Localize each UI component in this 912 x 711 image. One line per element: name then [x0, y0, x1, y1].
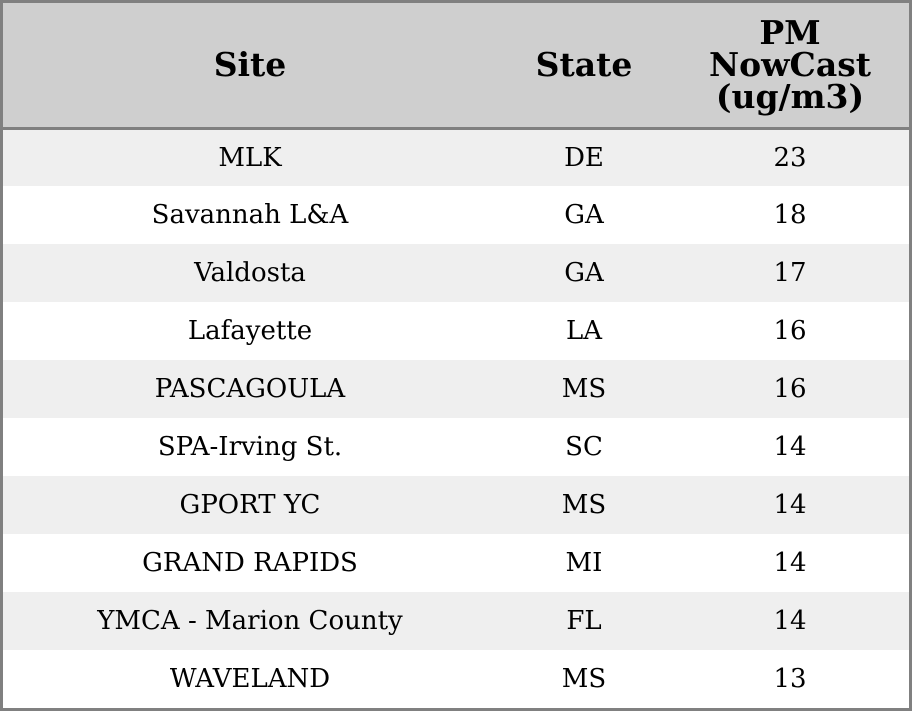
cell-site: SPA-Irving St. — [157, 432, 343, 462]
table-row: PASCAGOULA MS 16 — [3, 360, 909, 418]
cell-state: DE — [564, 142, 604, 173]
column-header-site: Site — [3, 3, 497, 130]
cell-site: YMCA - Marion County — [97, 606, 403, 636]
cell-state: LA — [565, 316, 603, 346]
column-header-state: State — [497, 3, 671, 130]
table-row: SPA-Irving St. SC 14 — [3, 418, 909, 476]
cell-site: PASCAGOULA — [154, 374, 346, 404]
table-body: MLK DE 23 Savannah L&A GA 18 Valdosta GA… — [3, 128, 909, 707]
cell-site: Lafayette — [187, 316, 313, 346]
table-header: Site State PM NowCast (ug/m3) — [3, 3, 909, 130]
cell-state: SC — [565, 432, 603, 462]
cell-state: MS — [561, 374, 607, 404]
table-row: YMCA - Marion County FL 14 — [3, 592, 909, 650]
data-table: Site State PM NowCast (ug/m3) MLK DE 23 … — [3, 3, 909, 707]
table-row: GPORT YC MS 14 — [3, 476, 909, 534]
cell-state: GA — [564, 200, 604, 230]
table-row: Lafayette LA 16 — [3, 302, 909, 360]
cell-pm: 23 — [773, 142, 807, 173]
cell-state: MI — [565, 548, 603, 578]
cell-site: GPORT YC — [179, 490, 321, 520]
cell-site: Valdosta — [194, 258, 306, 288]
table-row: WAVELAND MS 13 — [3, 650, 909, 707]
column-header-pm-nowcast: PM NowCast (ug/m3) — [671, 3, 909, 130]
cell-site: MLK — [218, 142, 282, 173]
cell-pm: 17 — [773, 258, 807, 288]
cell-pm: 14 — [773, 432, 807, 462]
table-row: GRAND RAPIDS MI 14 — [3, 534, 909, 592]
header-row: Site State PM NowCast (ug/m3) — [3, 3, 909, 130]
cell-site: GRAND RAPIDS — [142, 548, 358, 578]
cell-state: MS — [561, 490, 607, 520]
cell-pm: 14 — [773, 548, 807, 578]
cell-site: Savannah L&A — [151, 200, 349, 230]
table-row: Savannah L&A GA 18 — [3, 186, 909, 244]
cell-state: FL — [566, 606, 602, 636]
column-header-pm-line2: NowCast — [708, 44, 872, 84]
cell-state: GA — [564, 258, 604, 288]
table-row: Valdosta GA 17 — [3, 244, 909, 302]
cell-pm: 14 — [773, 490, 807, 520]
cell-pm: 16 — [773, 374, 807, 404]
cell-pm: 13 — [773, 663, 807, 694]
cell-pm: 16 — [773, 316, 807, 346]
table-row: MLK DE 23 — [3, 128, 909, 186]
cell-pm: 18 — [773, 200, 807, 230]
column-header-pm-line1: PM — [759, 12, 821, 52]
cell-state: MS — [561, 663, 607, 694]
cell-pm: 14 — [773, 606, 807, 636]
column-header-pm-line3: (ug/m3) — [715, 76, 865, 116]
cell-site: WAVELAND — [169, 663, 331, 694]
